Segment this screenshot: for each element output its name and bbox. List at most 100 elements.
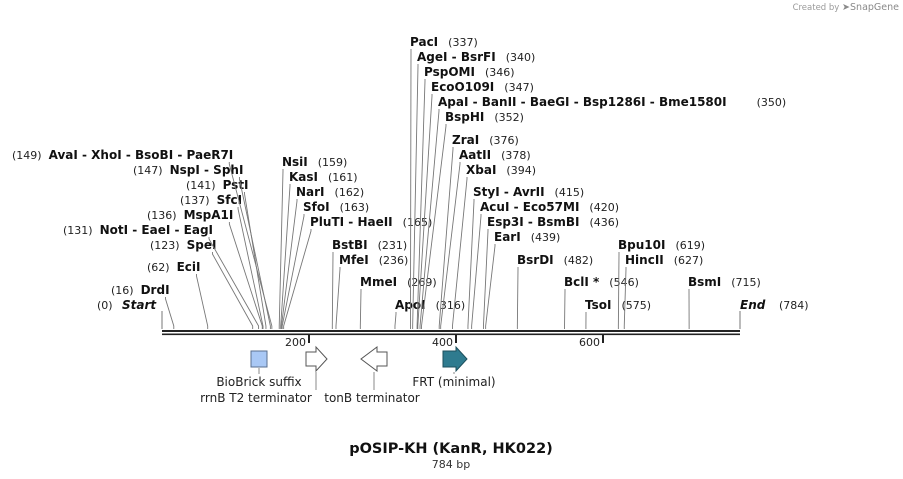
site-name: NarI <box>296 185 325 199</box>
site-position: (346) <box>485 66 515 79</box>
feature-label-frt-minimal: FRT (minimal) <box>412 375 495 389</box>
site-name: NspI - SphI <box>170 163 244 177</box>
site-leader-line <box>280 184 291 329</box>
site-bstbi[interactable]: (231) BstBI <box>331 238 407 329</box>
site-leader-line <box>617 252 620 329</box>
site-nspi[interactable]: (147) NspI - SphI <box>133 163 271 329</box>
site-leader-line <box>440 162 461 329</box>
site-position: (439) <box>531 231 561 244</box>
site-leader-line <box>228 222 263 329</box>
site-nsii[interactable]: (159) NsiI <box>278 155 348 329</box>
site-position: (161) <box>328 171 358 184</box>
site-esp3i[interactable]: (436) Esp3I - BsmBI <box>482 215 619 329</box>
snapgene-credit: Created by ➤SnapGene <box>793 2 899 13</box>
site-leader-line <box>417 94 433 329</box>
left-arrow-icon <box>360 346 388 372</box>
site-position: (147) <box>133 164 163 177</box>
site-bsrdi[interactable]: (482) BsrDI <box>516 253 594 329</box>
site-sfci[interactable]: (137) SfcI <box>180 193 264 329</box>
site-name: NotI - EaeI - EagI <box>100 223 213 237</box>
site-name: BclI * <box>564 275 600 289</box>
feature-label-tonb-terminator: tonB terminator <box>324 391 420 405</box>
snapgene-logo: ➤SnapGene <box>842 2 899 13</box>
site-name: PstI <box>223 178 249 192</box>
site-leader-line <box>331 252 334 329</box>
site-leader-line <box>438 147 454 329</box>
site-leader-line <box>485 244 496 329</box>
site-leader-line <box>280 199 298 329</box>
site-position: (378) <box>501 149 531 162</box>
site-position: (482) <box>564 254 594 267</box>
site-name: EcoO109I <box>431 80 494 94</box>
site-bpu10i[interactable]: (619) Bpu10I <box>617 238 705 329</box>
feature-label-biobrick-suffix: BioBrick suffix <box>216 375 301 389</box>
site-position: (347) <box>504 81 534 94</box>
site-nari[interactable]: (162) NarI <box>280 185 364 329</box>
site-name: BsrDI <box>517 253 554 267</box>
site-name: BsmI <box>688 275 721 289</box>
site-ecoo109i[interactable]: (347) EcoO109I <box>417 80 534 329</box>
site-position: (575) <box>621 299 651 312</box>
site-pspomi[interactable]: (346) PspOMI <box>416 65 515 329</box>
site-name: PspOMI <box>424 65 475 79</box>
tick-label-600: 600 <box>579 336 600 349</box>
feature-frt-minimal[interactable]: FRT (minimal) <box>412 345 496 389</box>
site-spei[interactable]: (123) SpeI <box>150 238 254 329</box>
site-position: (136) <box>147 209 177 222</box>
site-name: ApaI - BanII - BaeGI - Bsp1286I - Bme158… <box>438 95 727 109</box>
site-styi[interactable]: (415) StyI - AvrII <box>467 185 584 329</box>
site-bcli[interactable]: (546) BclI * <box>564 275 639 329</box>
site-psti[interactable]: (141) PstI <box>186 178 267 329</box>
site-bsphi[interactable]: (352) BspHI <box>421 110 524 329</box>
site-leader-line <box>208 237 260 329</box>
site-position: (123) <box>150 239 180 252</box>
site-aatii[interactable]: (378) AatII <box>440 148 531 329</box>
site-avai[interactable]: (149) AvaI - XhoI - BsoBI - PaeR7I <box>12 148 273 329</box>
site-bsmi[interactable]: (715) BsmI <box>688 275 761 329</box>
end-label: End <box>740 298 766 312</box>
site-mspa1i[interactable]: (136) MspA1I <box>147 208 263 329</box>
feature-rrnb-t2-terminator[interactable]: rrnB T2 terminator <box>200 345 328 405</box>
site-leader-line <box>421 124 447 329</box>
site-leader-line <box>237 207 264 329</box>
site-leader-line <box>278 169 284 329</box>
feature-tonb-terminator[interactable]: tonB terminator <box>324 346 420 405</box>
site-leader-line <box>228 162 273 329</box>
site-agei[interactable]: (340) AgeI - BsrFI <box>412 50 536 329</box>
site-ecii[interactable]: (62) EciI <box>147 260 209 329</box>
site-name: SfoI <box>303 200 330 214</box>
scale-tick-600: 600 <box>579 335 604 349</box>
site-position: (165) <box>403 216 433 229</box>
site-name: SfcI <box>217 193 242 207</box>
site-name: BspHI <box>445 110 484 124</box>
site-name: AcuI - Eco57MI <box>480 200 579 214</box>
site-leader-line <box>419 109 440 329</box>
site-name: XbaI <box>466 163 496 177</box>
site-position: (141) <box>186 179 216 192</box>
feature-biobrick-suffix[interactable]: BioBrick suffix <box>216 350 302 389</box>
site-drdi[interactable]: (16) DrdI <box>111 283 175 329</box>
credit-prefix: Created by <box>792 3 840 13</box>
site-name: MspA1I <box>184 208 234 222</box>
site-hincii[interactable]: (627) HincII <box>623 253 703 329</box>
tick-label-400: 400 <box>432 336 453 349</box>
site-name: AvaI - XhoI - BsoBI - PaeR7I <box>49 148 234 162</box>
site-eari[interactable]: (439) EarI <box>485 230 561 329</box>
site-position: (376) <box>489 134 519 147</box>
site-apai[interactable]: (350) ApaI - BanII - BaeGI - Bsp1286I - B… <box>419 95 786 329</box>
site-xbai[interactable]: (394) XbaI <box>452 163 536 329</box>
site-position: (337) <box>448 36 478 49</box>
scale-tick-200: 200 <box>285 335 310 349</box>
site-position: (159) <box>318 156 348 169</box>
site-acui[interactable]: (420) AcuI - Eco57MI <box>471 200 619 329</box>
site-zrai[interactable]: (376) ZraI <box>438 133 519 329</box>
site-paci[interactable]: (337) PacI <box>410 35 478 329</box>
site-name: HincII <box>625 253 664 267</box>
site-sfoi[interactable]: (163) SfoI <box>281 200 369 329</box>
site-noti[interactable]: (131) NotI - EaeI - EagI <box>63 223 260 329</box>
site-mmei[interactable]: (269) MmeI <box>359 275 437 329</box>
site-tsoi[interactable]: (575) TsoI <box>585 298 651 329</box>
site-kasi[interactable]: (161) KasI <box>280 170 358 329</box>
site-mfei[interactable]: (236) MfeI <box>335 253 408 329</box>
